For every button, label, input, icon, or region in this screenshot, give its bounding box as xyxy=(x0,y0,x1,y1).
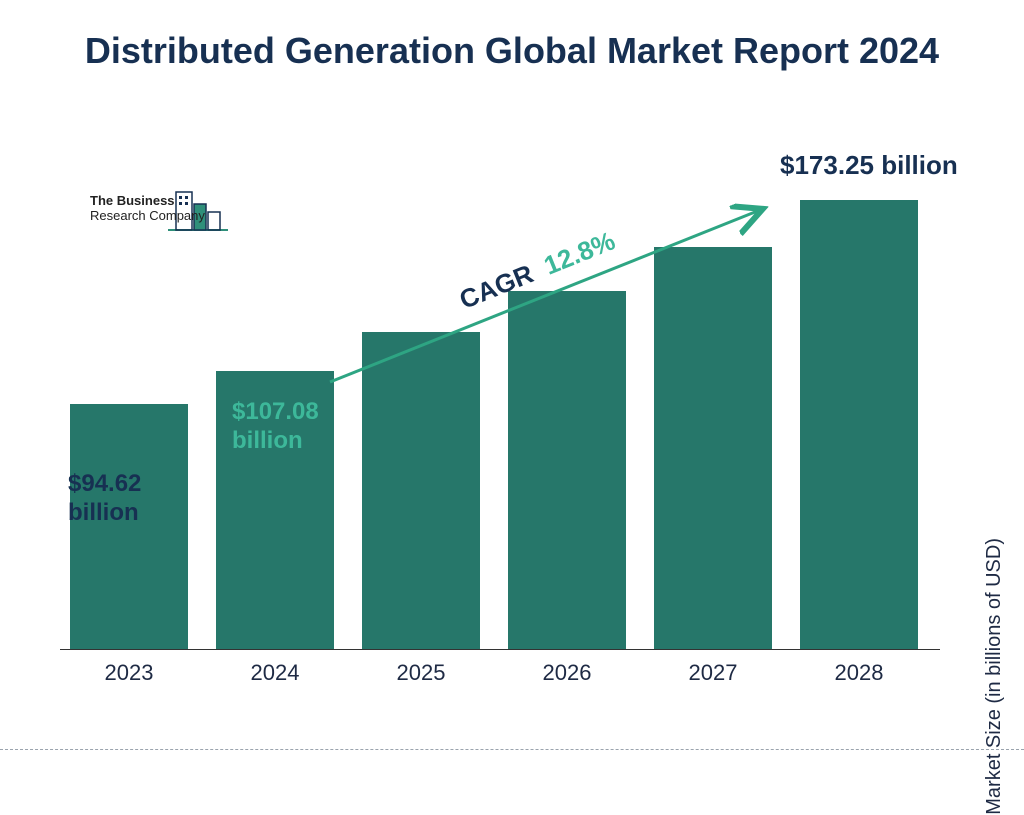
x-label-2028: 2028 xyxy=(800,660,918,686)
callout-2024: $107.08 billion xyxy=(232,398,319,456)
chart-title-text: Distributed Generation Global Market Rep… xyxy=(85,30,939,71)
callout-2023-val: $94.62 xyxy=(68,470,141,497)
callout-2024-unit: billion xyxy=(232,427,303,454)
callout-2028: $173.25 billion xyxy=(780,150,958,181)
callout-2023-unit: billion xyxy=(68,499,139,526)
x-label-2023: 2023 xyxy=(70,660,188,686)
bar-2027 xyxy=(654,247,772,649)
chart-area: 2023 2024 2025 2026 2027 2028 xyxy=(60,170,940,690)
callout-2023: $94.62 billion xyxy=(68,470,141,528)
x-label-2025: 2025 xyxy=(362,660,480,686)
bar-2025 xyxy=(362,332,480,649)
x-label-2024: 2024 xyxy=(216,660,334,686)
bar-2026 xyxy=(508,291,626,649)
callout-2028-val: $173.25 billion xyxy=(780,150,958,180)
chart-title: Distributed Generation Global Market Rep… xyxy=(0,28,1024,73)
x-label-2027: 2027 xyxy=(654,660,772,686)
x-label-2026: 2026 xyxy=(508,660,626,686)
bar-plot xyxy=(60,170,940,650)
bar-2028 xyxy=(800,200,918,650)
footer-divider xyxy=(0,749,1024,750)
y-axis-label: Market Size (in billions of USD) xyxy=(983,538,1006,815)
callout-2024-val: $107.08 xyxy=(232,398,319,425)
